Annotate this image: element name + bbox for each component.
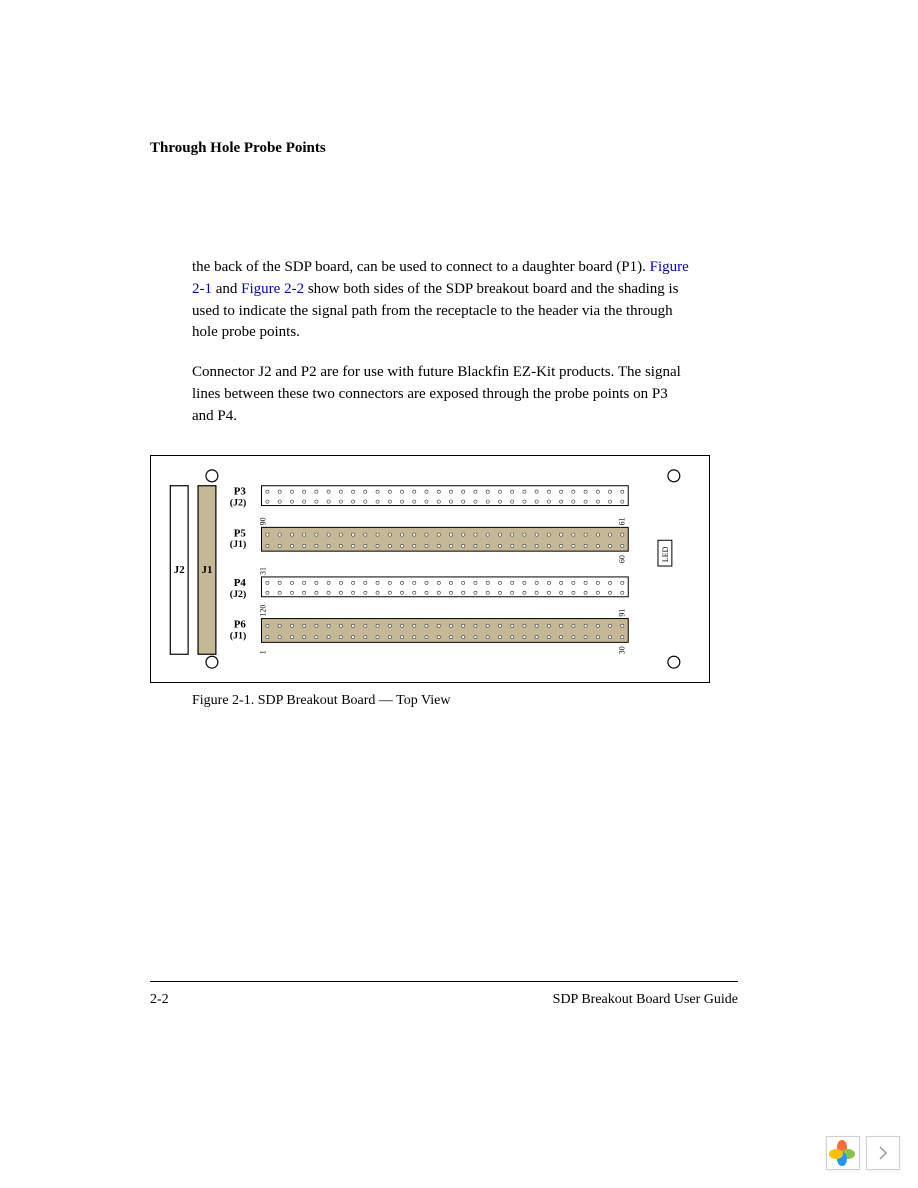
paragraph-2: Connector J2 and P2 are for use with fut… (192, 362, 692, 427)
nav-widget (826, 1136, 900, 1170)
svg-text:J1: J1 (202, 564, 213, 576)
svg-text:1: 1 (258, 650, 267, 654)
page-number: 2-2 (150, 992, 169, 1008)
svg-text:120: 120 (258, 605, 267, 617)
section-title: Through Hole Probe Points (150, 140, 768, 157)
svg-text:(J1): (J1) (230, 539, 247, 550)
doc-title: SDP Breakout Board User Guide (553, 992, 738, 1008)
svg-text:60: 60 (617, 555, 626, 563)
svg-text:61: 61 (617, 518, 626, 526)
figure-caption: Figure 2-1. SDP Breakout Board — Top Vie… (192, 693, 768, 709)
petal-icon (832, 1142, 854, 1164)
svg-text:LED: LED (661, 547, 670, 563)
paragraph-1: the back of the SDP board, can be used t… (192, 257, 692, 344)
chevron-right-icon (878, 1146, 888, 1160)
figure-2-2-link[interactable]: Figure 2-2 (241, 281, 304, 297)
svg-text:31: 31 (258, 567, 267, 575)
board-figure: J2J1P3(J2)P5(J1)906160P4(J2)31P6(J1)1209… (150, 455, 768, 683)
nav-home-button[interactable] (826, 1136, 860, 1170)
svg-text:P5: P5 (234, 528, 247, 540)
nav-next-button[interactable] (866, 1136, 900, 1170)
p1-text-b: and (216, 281, 241, 297)
svg-text:30: 30 (617, 647, 626, 655)
svg-text:P6: P6 (234, 619, 247, 631)
svg-text:J2: J2 (174, 564, 185, 576)
svg-text:(J2): (J2) (230, 498, 247, 509)
p1-text-a: the back of the SDP board, can be used t… (192, 259, 650, 275)
svg-text:(J1): (J1) (230, 631, 247, 642)
svg-text:91: 91 (617, 609, 626, 617)
svg-text:P4: P4 (234, 577, 247, 589)
svg-text:(J2): (J2) (230, 589, 247, 600)
svg-text:90: 90 (258, 518, 267, 526)
board-diagram: J2J1P3(J2)P5(J1)906160P4(J2)31P6(J1)1209… (150, 455, 710, 683)
svg-text:P3: P3 (234, 486, 247, 498)
page-footer: 2-2 SDP Breakout Board User Guide (150, 981, 738, 1008)
